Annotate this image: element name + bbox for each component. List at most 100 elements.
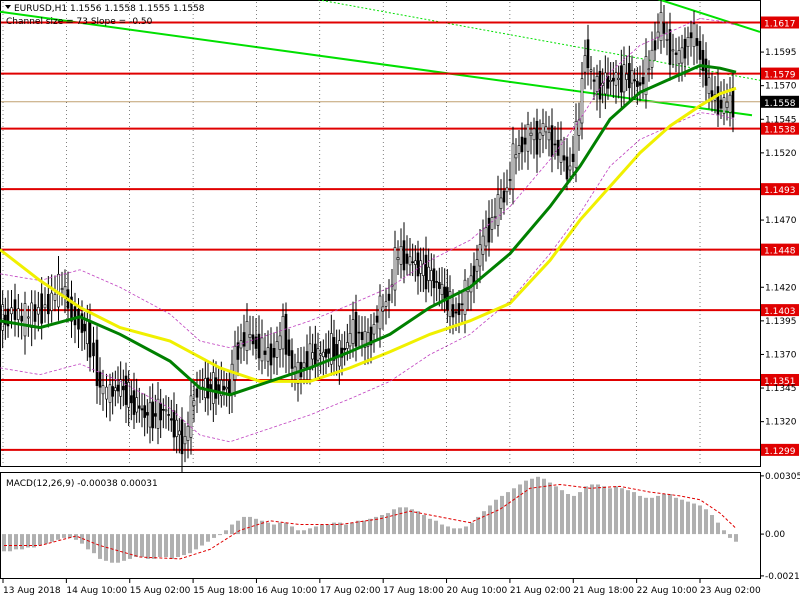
price-tick-label: 1.1370 xyxy=(765,350,797,360)
candle-body xyxy=(695,38,699,46)
candle-body xyxy=(493,216,497,218)
candle-body xyxy=(622,64,626,93)
macd-bar xyxy=(560,490,564,535)
macd-bar xyxy=(584,486,588,535)
level-label: 1.1448 xyxy=(764,247,796,257)
macd-bar xyxy=(314,526,318,535)
macd-bar xyxy=(434,520,438,535)
candle-body xyxy=(565,156,569,180)
candle-body xyxy=(308,343,312,370)
candle-body xyxy=(606,75,610,89)
candle-body xyxy=(653,40,657,51)
macd-bar xyxy=(572,495,576,535)
macd-bar xyxy=(458,528,462,535)
macd-bar xyxy=(290,526,294,535)
channel-lines xyxy=(0,0,761,117)
candle-body xyxy=(263,350,267,355)
candle-body xyxy=(170,418,173,421)
level-tag xyxy=(761,373,799,386)
channel-info: Channel size = 73 Slope = -0.50 xyxy=(6,17,153,27)
candle-body xyxy=(351,319,355,344)
macd-bar xyxy=(578,492,582,535)
candle-body xyxy=(330,333,333,365)
candle-body xyxy=(340,347,344,358)
macd-bar xyxy=(668,494,672,535)
macd-bar xyxy=(260,520,264,535)
candle-body xyxy=(159,402,162,421)
macd-bar xyxy=(116,534,120,563)
candle-body xyxy=(384,301,388,307)
macd-bar xyxy=(470,522,474,535)
candle-body xyxy=(192,400,196,407)
macd-bar xyxy=(194,534,198,550)
candle-body xyxy=(680,47,684,64)
candle-body xyxy=(260,337,264,362)
candle-body xyxy=(363,331,367,348)
candle-body xyxy=(183,436,187,445)
candle-body xyxy=(526,123,530,152)
macd-bar xyxy=(158,534,162,557)
candle-body xyxy=(186,425,190,441)
candle-body xyxy=(568,165,572,171)
macd-bar xyxy=(512,488,516,535)
candle-body xyxy=(725,101,729,108)
candle-body xyxy=(278,335,282,350)
candle-body xyxy=(598,70,602,100)
candle-body xyxy=(154,413,157,417)
candle-body xyxy=(101,385,105,395)
macd-tick-label: 0.00 xyxy=(765,530,785,540)
candle-body xyxy=(630,70,634,84)
candle-body xyxy=(1,304,4,331)
channel-mid-line xyxy=(316,0,761,81)
candle-body xyxy=(402,240,406,271)
price-tick-label: 1.1570 xyxy=(765,82,797,92)
macd-bar xyxy=(386,513,390,535)
price-tick-label: 1.1595 xyxy=(765,48,797,58)
macd-bar xyxy=(494,499,498,535)
candle-body xyxy=(366,332,370,347)
time-tick-label: 13 Aug 2018 xyxy=(3,586,61,596)
macd-bar xyxy=(698,505,702,535)
macd-bar xyxy=(44,534,48,544)
time-tick-label: 17 Aug 18:00 xyxy=(383,586,444,596)
macd-bar xyxy=(80,534,84,544)
channel-line xyxy=(657,0,761,33)
candle-body xyxy=(148,402,152,428)
candle-body xyxy=(490,217,494,230)
candle-body xyxy=(114,387,117,391)
macd-bar xyxy=(8,534,12,552)
macd-bar xyxy=(128,534,132,559)
candle-body xyxy=(332,337,336,361)
candle-body xyxy=(266,347,270,362)
candle-body xyxy=(583,55,587,73)
candle-body xyxy=(214,377,218,399)
candle-body xyxy=(156,398,160,429)
price-tick-label: 1.1420 xyxy=(765,283,797,293)
macd-bar xyxy=(362,520,366,535)
macd-bar xyxy=(146,534,150,559)
candle-body xyxy=(665,38,669,41)
candle-body xyxy=(484,227,488,247)
macd-bar xyxy=(410,509,414,535)
macd-bar xyxy=(206,534,210,542)
macd-bar xyxy=(380,515,384,535)
macd-bar xyxy=(326,524,330,535)
candle-body xyxy=(722,97,726,114)
macd-bar xyxy=(404,507,408,535)
macd-bar xyxy=(140,534,144,557)
time-tick-label: 21 Aug 02:00 xyxy=(510,586,571,596)
macd-tick-label: 0.00305 xyxy=(765,472,800,482)
level-label: 1.1351 xyxy=(764,377,796,387)
candle-body xyxy=(343,348,346,351)
candle-body xyxy=(124,375,128,405)
level-label: 1.1617 xyxy=(764,20,796,30)
candle-body xyxy=(236,342,240,360)
macd-bar xyxy=(428,518,432,535)
candle-body xyxy=(547,131,551,141)
symbol-info: EURUSD,H1 1.1556 1.1558 1.1555 1.1558 xyxy=(14,4,205,14)
macd-label: MACD(12,26,9) -0.00038 0.00031 xyxy=(6,479,158,489)
candle-body xyxy=(245,321,249,351)
macd-bar xyxy=(392,509,396,535)
candle-body xyxy=(233,345,237,380)
